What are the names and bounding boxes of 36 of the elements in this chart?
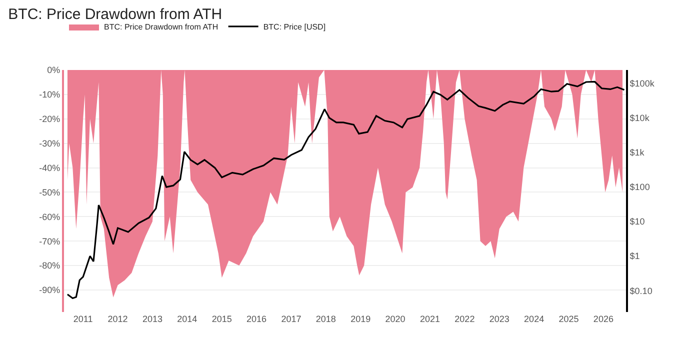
y-tick-label: -80%: [39, 260, 60, 271]
x-tick-label: 2016: [246, 314, 267, 324]
y-tick-label: 0%: [47, 65, 60, 76]
x-tick-label: 2025: [558, 314, 579, 324]
x-tick-label: 2023: [489, 314, 510, 324]
y-tick-label: -20%: [39, 114, 60, 124]
y2-tick-label: $10: [630, 216, 645, 227]
y2-tick-label: $1k: [630, 148, 645, 158]
x-tick-label: 2013: [142, 314, 162, 324]
x-tick-label: 2026: [593, 314, 614, 324]
y-tick-label: -40%: [39, 162, 60, 173]
y-tick-label: -60%: [39, 212, 60, 222]
x-tick-label: 2022: [454, 314, 475, 324]
y-tick-label: -70%: [39, 236, 60, 246]
x-tick-label: 2021: [420, 314, 440, 324]
y2-tick-label: $10k: [630, 113, 650, 124]
x-tick-label: 2012: [108, 314, 128, 324]
chart-title: BTC: Price Drawdown from ATH: [8, 6, 222, 24]
x-tick-label: 2018: [316, 314, 336, 324]
legend-label: BTC: Price [USD]: [263, 22, 326, 32]
x-tick-label: 2015: [212, 314, 232, 324]
y-tick-label: -30%: [39, 138, 60, 148]
x-tick-label: 2014: [177, 314, 198, 324]
y2-tick-label: $0.10: [630, 286, 652, 296]
x-tick-label: 2011: [73, 314, 93, 324]
y-tick-label: -10%: [39, 90, 60, 100]
y-tick-label: -50%: [39, 187, 60, 198]
x-tick-label: 2017: [281, 314, 302, 324]
x-tick-label: 2019: [350, 314, 371, 324]
y2-tick-label: $100: [630, 182, 650, 192]
y2-tick-label: $100k: [630, 78, 655, 89]
x-tick-label: 2020: [385, 314, 406, 324]
y2-tick-label: $1: [630, 251, 640, 262]
x-tick-label: 2024: [524, 314, 544, 324]
legend-label: BTC: Price Drawdown from ATH: [104, 22, 218, 32]
y-tick-label: -90%: [39, 285, 60, 296]
